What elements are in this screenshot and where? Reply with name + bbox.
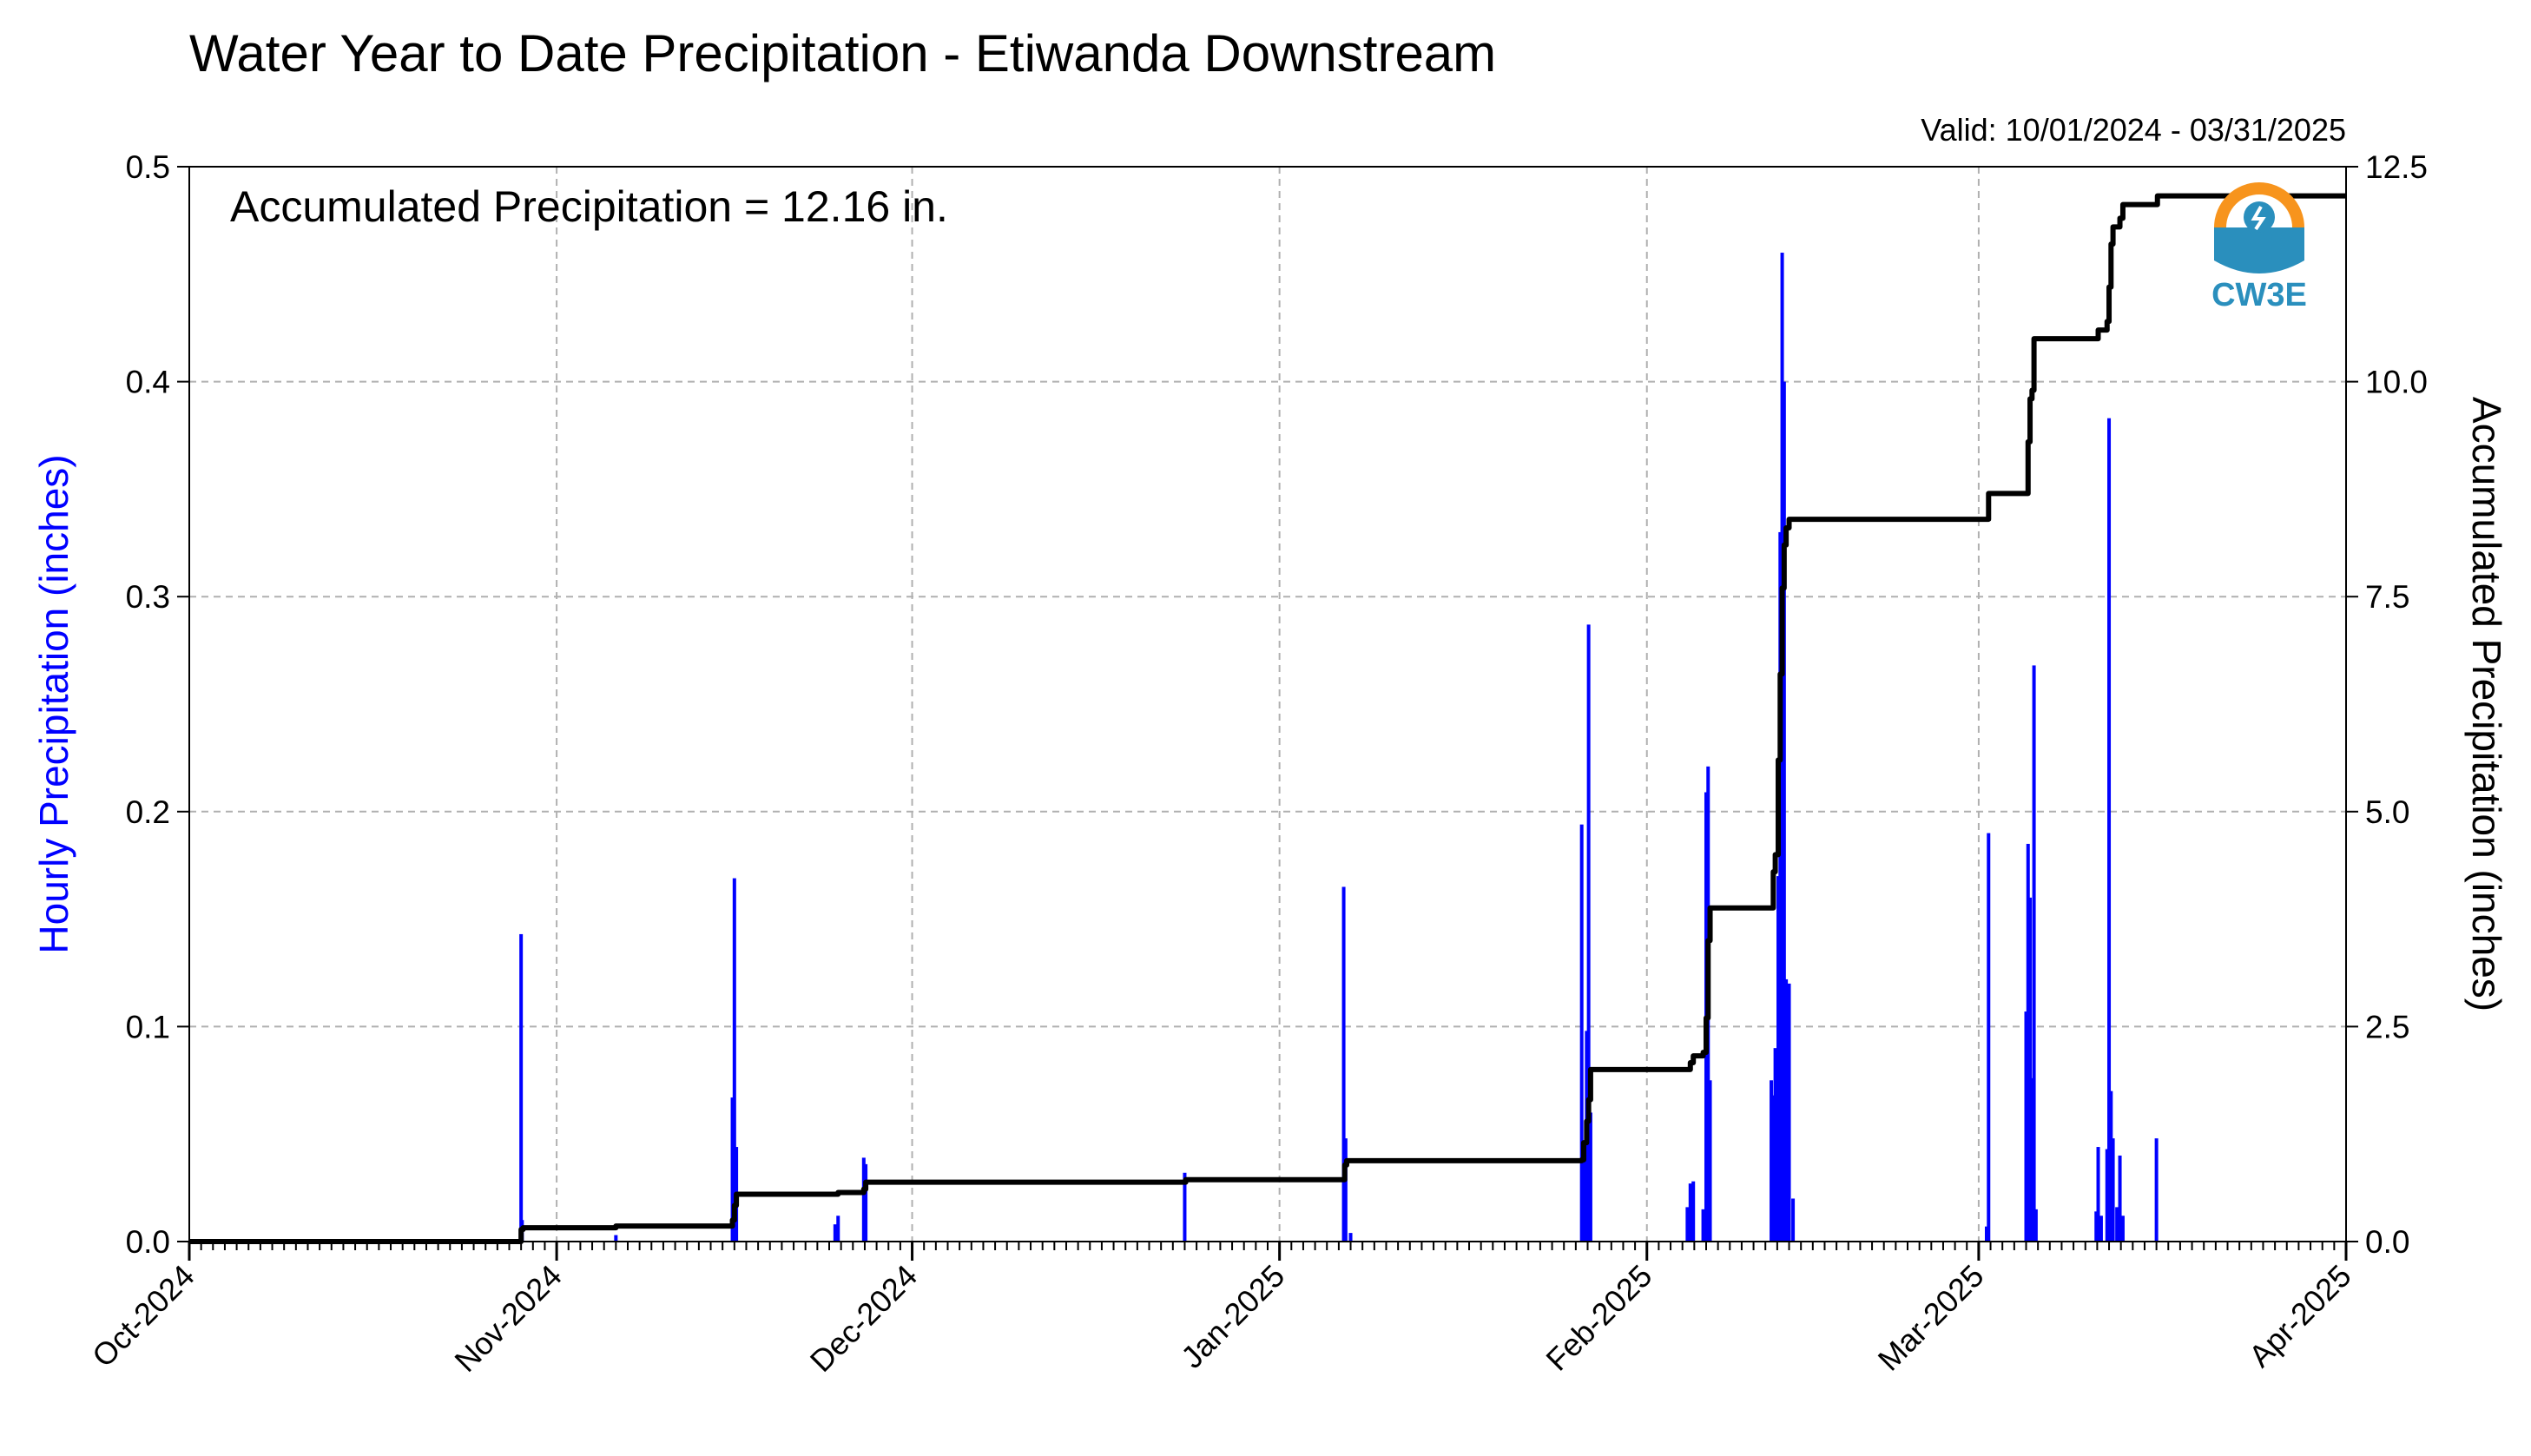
hourly-precip-bar bbox=[833, 1224, 837, 1242]
hourly-precip-bar bbox=[836, 1216, 840, 1242]
hourly-precip-bar bbox=[2115, 1207, 2119, 1242]
hourly-precip-bar bbox=[730, 1097, 735, 1242]
x-tick-label: Apr-2025 bbox=[2242, 1258, 2358, 1374]
x-tick-label: Feb-2025 bbox=[1539, 1258, 1658, 1378]
drop-icon-mark bbox=[2251, 206, 2266, 231]
accumulated-precip-series bbox=[189, 193, 2346, 1244]
hourly-precip-bar bbox=[1685, 1207, 1690, 1242]
hourly-precip-bar bbox=[1987, 833, 1991, 1242]
hourly-precip-bar bbox=[2024, 1011, 2028, 1242]
y-tick-label: 0.4 bbox=[126, 365, 170, 400]
hourly-precip-bar bbox=[2109, 1090, 2113, 1242]
y2-tick-label: 10.0 bbox=[2365, 365, 2428, 400]
hourly-precip-bar bbox=[1770, 1080, 1774, 1242]
y2-tick-label: 12.5 bbox=[2365, 149, 2428, 185]
x-tick-label: Mar-2025 bbox=[1871, 1258, 1991, 1378]
hourly-precip-bar bbox=[1586, 624, 1591, 1242]
x-tick-label: Jan-2025 bbox=[1174, 1258, 1291, 1375]
accumulated-annotation: Accumulated Precipitation = 12.16 in. bbox=[230, 182, 948, 231]
hourly-precip-bar bbox=[1778, 531, 1783, 1242]
hourly-precip-bar bbox=[1343, 1138, 1348, 1242]
hourly-precip-bar bbox=[1691, 1181, 1696, 1242]
hourly-precip-bar bbox=[2028, 897, 2033, 1242]
cw3e-logo: CW3E bbox=[2211, 182, 2307, 313]
hourly-precip-bar bbox=[1701, 1209, 1705, 1242]
y-tick-label: 0.0 bbox=[126, 1224, 170, 1260]
hourly-precip-bar bbox=[1784, 978, 1789, 1242]
hourly-precip-bar bbox=[2099, 1216, 2103, 1242]
hourly-precip-bar bbox=[2026, 843, 2030, 1242]
axes: Oct-2024 Nov-2024 Dec-2024 Jan-2025 Feb-2025… bbox=[31, 149, 2509, 1379]
hourly-precip-bar bbox=[1773, 1048, 1777, 1242]
hourly-precip-bar bbox=[1791, 1198, 1796, 1242]
hourly-precip-bar bbox=[2120, 1216, 2125, 1242]
hourly-precip-bar bbox=[2107, 418, 2112, 1242]
y-axis-label: Hourly Precipitation (inches) bbox=[31, 454, 76, 953]
hourly-precip-bar bbox=[2154, 1138, 2159, 1242]
logo-waves bbox=[2214, 227, 2304, 273]
hourly-precip-bar bbox=[1348, 1233, 1353, 1242]
accumulated-precip-line bbox=[189, 193, 2346, 1244]
hourly-precip-bar bbox=[2030, 1077, 2034, 1242]
hourly-precip-bar bbox=[2096, 1147, 2100, 1242]
y2-axis-label: Accumulated Precipitation (inches) bbox=[2464, 397, 2509, 1011]
y2-tick-label: 5.0 bbox=[2365, 794, 2409, 830]
chart-title: Water Year to Date Precipitation - Etiwa… bbox=[189, 24, 1496, 82]
x-tick-label: Dec-2024 bbox=[803, 1258, 924, 1379]
y2-tick-label: 2.5 bbox=[2365, 1009, 2409, 1044]
hourly-precip-bar bbox=[2118, 1155, 2122, 1242]
y-tick-label: 0.2 bbox=[126, 794, 170, 830]
x-tick-label: Oct-2024 bbox=[85, 1258, 201, 1374]
hourly-precip-bar bbox=[2032, 665, 2036, 1242]
hourly-precip-bar bbox=[614, 1235, 618, 1242]
logo-text: CW3E bbox=[2211, 277, 2307, 313]
hourly-precip-bar bbox=[1787, 983, 1791, 1242]
hourly-precip-bar bbox=[1583, 1155, 1587, 1242]
hourly-precip-bar bbox=[1588, 1112, 1592, 1242]
plot-frame bbox=[188, 166, 2347, 1242]
hourly-precip-bar bbox=[861, 1157, 866, 1242]
y-tick-label: 0.5 bbox=[126, 149, 170, 185]
hourly-precip-bar bbox=[1341, 886, 1346, 1242]
hourly-precip-bar bbox=[1183, 1172, 1187, 1242]
hourly-precip-bar bbox=[2094, 1211, 2099, 1242]
hourly-precip-bar bbox=[732, 878, 736, 1242]
hourly-precip-bar bbox=[1782, 381, 1786, 1242]
hourly-precip-bar bbox=[1771, 1095, 1776, 1242]
hourly-precip-bar bbox=[864, 1163, 868, 1242]
hourly-precip-bar bbox=[1688, 1183, 1692, 1242]
x-tick-label: Nov-2024 bbox=[447, 1258, 568, 1379]
hourly-precip-bar bbox=[1985, 1226, 1988, 1242]
valid-date-range: Valid: 10/01/2024 - 03/31/2025 bbox=[1921, 112, 2346, 148]
hourly-precip-bar bbox=[2111, 1138, 2115, 1242]
y-tick-label: 0.1 bbox=[126, 1009, 170, 1044]
hourly-precip-bar bbox=[519, 933, 524, 1242]
hourly-precip-bar bbox=[1708, 1080, 1712, 1242]
hourly-precip-bar bbox=[2033, 1209, 2038, 1242]
y2-tick-label: 0.0 bbox=[2365, 1224, 2409, 1260]
hourly-precip-bars bbox=[519, 253, 2159, 1242]
grid-lines bbox=[189, 167, 2346, 1242]
hourly-precip-bar bbox=[1776, 876, 1781, 1242]
hourly-precip-bar bbox=[2105, 1149, 2109, 1242]
hourly-precip-bar bbox=[1579, 824, 1584, 1242]
y2-tick-label: 7.5 bbox=[2365, 579, 2409, 615]
y-tick-label: 0.3 bbox=[126, 579, 170, 615]
